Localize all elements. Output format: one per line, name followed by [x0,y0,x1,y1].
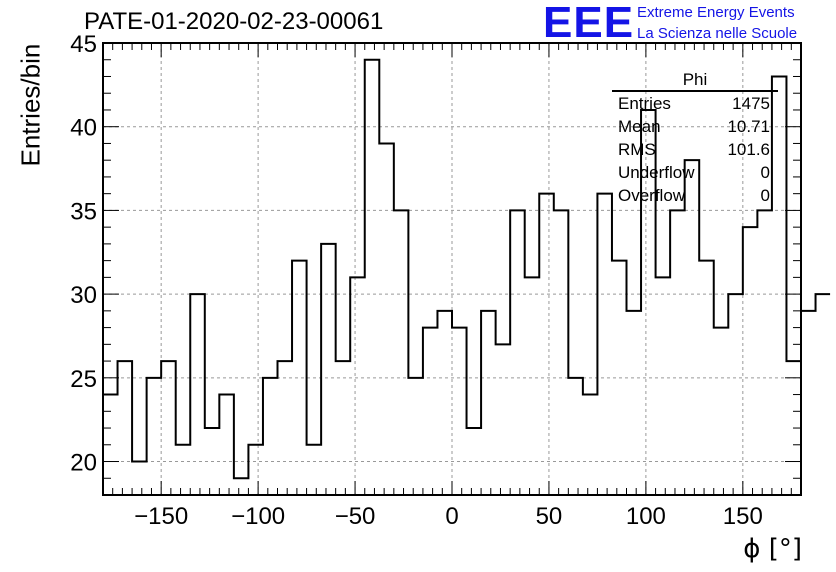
histogram-bin [263,378,278,495]
histogram-bin [365,60,380,495]
histogram-bin [103,395,118,495]
y-tick-label: 25 [70,366,97,393]
histogram-bin [743,227,758,495]
stats-row-mean: Mean 10.71 [612,115,778,138]
histogram-bin [656,277,671,495]
histogram-bin [321,244,336,495]
histogram-series [103,58,831,480]
histogram-bin [496,344,511,495]
histogram-bin [350,277,365,495]
histogram-bin [525,277,540,495]
stats-row-rms: RMS 101.6 [612,138,778,161]
plot-frame [102,42,802,496]
histogram-bin [307,445,322,495]
histogram-bin [452,328,467,495]
stats-label: Underflow [618,163,695,182]
histogram-bin [714,328,729,495]
histogram-bin [292,261,307,495]
histogram-bin [728,294,743,495]
x-tick-label: 0 [445,503,458,530]
stats-value: 0 [760,163,770,182]
logo-line-1: Extreme Energy Events [637,4,795,21]
stats-label: Mean [618,117,661,136]
histogram-bin [670,210,685,495]
histogram-bin [394,210,409,495]
y-tick-label: 20 [70,450,97,477]
histogram-bin [568,378,583,495]
stats-row-overflow: Overflow 0 [612,184,778,207]
histogram-bin [539,194,554,495]
histogram-bin [219,395,234,495]
histogram-bin [336,361,351,495]
stats-value: 0 [760,186,770,205]
histogram-bin [597,194,612,495]
histogram-bin [176,445,191,495]
y-axis-label: Entries/bin [15,43,46,167]
histogram-bin [278,361,293,495]
histogram-bin [132,462,147,495]
histogram-bin [437,311,452,495]
histogram-bin [248,445,263,495]
x-tick-label: 100 [626,503,666,530]
y-tick-label: 30 [70,282,97,309]
histogram-bin [190,294,205,495]
x-tick-label: −50 [335,503,376,530]
y-tick-label: 45 [70,31,97,58]
histogram-bin [467,428,482,495]
histogram-bin [816,294,831,495]
y-tick-label: 40 [70,115,97,142]
stats-value: 101.6 [727,140,770,159]
stats-label: Entries [618,94,671,113]
histogram-bin [147,378,162,495]
stats-label: RMS [618,140,656,159]
y-tick-label: 35 [70,198,97,225]
histogram-bin [423,328,438,495]
histogram-bin [627,311,642,495]
stats-title: Phi [612,70,778,92]
histogram-bin [583,395,598,495]
eee-logo: EEE [543,0,635,47]
histogram-bin [554,210,569,495]
stats-box: Phi Entries 1475 Mean 10.71 RMS 101.6 Un… [612,70,778,207]
x-tick-label: −100 [231,503,285,530]
stats-row-underflow: Underflow 0 [612,161,778,184]
histogram-bin [118,361,133,495]
histogram-bin [612,261,627,495]
histogram-bin [379,143,394,495]
x-axis-label: ϕ [°] [743,534,802,564]
histogram-bin [408,378,423,495]
histogram-bin [786,361,801,495]
histogram-bin [161,361,176,495]
x-tick-label: 50 [536,503,563,530]
histogram-bin [699,261,714,495]
stats-row-entries: Entries 1475 [612,92,778,115]
histogram-bin [801,311,816,495]
histogram-bin [205,428,220,495]
histogram-bin [757,210,772,495]
histogram-bin [685,160,700,495]
histogram-bin [481,311,496,495]
histogram-bin [510,210,525,495]
x-tick-label: 150 [723,503,763,530]
stats-label: Overflow [618,186,686,205]
stats-value: 10.71 [727,117,770,136]
logo-line-2: La Scienza nelle Scuole [637,25,798,42]
stats-value: 1475 [732,94,770,113]
x-tick-label: −150 [134,503,188,530]
histogram-bin [234,478,249,495]
chart-title: PATE-01-2020-02-23-00061 [84,8,384,35]
